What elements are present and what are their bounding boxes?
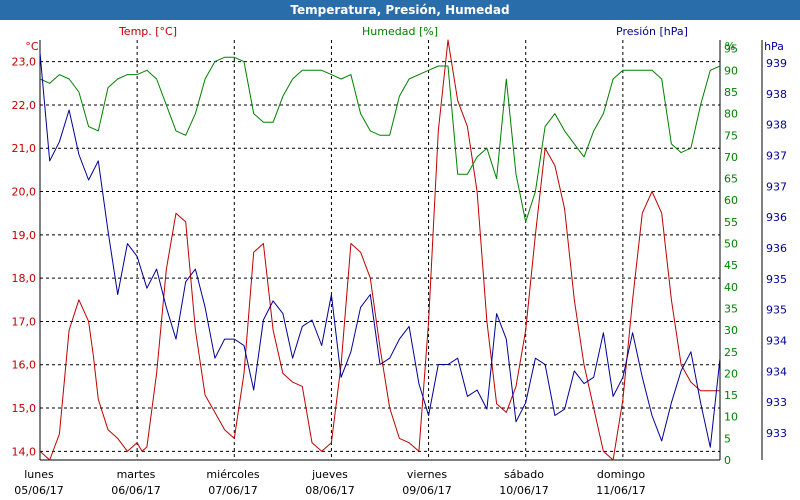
x-tick-day: sábado	[504, 468, 544, 481]
pressure-tick-label: 937	[766, 150, 787, 163]
pressure-tick-label: 935	[766, 273, 787, 286]
x-tick-day: martes	[117, 468, 156, 481]
pressure-unit-label: hPa	[764, 40, 784, 53]
pressure-tick-label: 938	[766, 119, 787, 132]
x-tick-day: jueves	[311, 468, 348, 481]
pressure-tick-label: 938	[766, 88, 787, 101]
x-tick-date: 06/06/17	[111, 484, 160, 497]
humidity-tick-label: 45	[724, 259, 738, 272]
humidity-tick-label: 85	[724, 86, 738, 99]
series-line-hum	[39, 56, 721, 223]
humidity-tick-label: 35	[724, 302, 738, 315]
pressure-tick-label: 934	[766, 365, 787, 378]
x-tick-date: 09/06/17	[402, 484, 451, 497]
pressure-axis-title: Presión [hPa]	[616, 25, 688, 38]
x-tick-day: domingo	[597, 468, 645, 481]
temp-tick-label: 14,0	[12, 445, 37, 458]
x-tick-date: 05/06/17	[14, 484, 63, 497]
humidity-tick-label: 20	[724, 367, 738, 380]
temp-tick-label: 21,0	[12, 142, 37, 155]
temp-tick-label: 23,0	[12, 56, 37, 69]
humidity-tick-label: 15	[724, 389, 738, 402]
humidity-tick-label: 60	[724, 194, 738, 207]
temp-tick-label: 18,0	[12, 272, 37, 285]
pressure-tick-label: 933	[766, 396, 787, 409]
temp-axis-title: Temp. [°C]	[118, 25, 177, 38]
pressure-tick-label: 936	[766, 211, 787, 224]
humidity-tick-label: 90	[724, 64, 738, 77]
humidity-tick-label: 95	[724, 43, 738, 56]
pressure-tick-label: 933	[766, 427, 787, 440]
x-tick-date: 08/06/17	[305, 484, 354, 497]
humidity-tick-label: 10	[724, 411, 738, 424]
temp-tick-label: 19,0	[12, 229, 37, 242]
pressure-tick-label: 934	[766, 335, 787, 348]
humidity-tick-label: 25	[724, 346, 738, 359]
temp-unit-label: °C	[25, 40, 39, 53]
series-line-temp	[39, 39, 720, 461]
x-tick-date: 07/06/17	[208, 484, 257, 497]
temp-tick-label: 15,0	[12, 402, 37, 415]
x-tick-date: 10/06/17	[499, 484, 548, 497]
humidity-tick-label: 80	[724, 108, 738, 121]
series-line-pres	[39, 52, 721, 448]
humidity-unit-label: %	[725, 40, 735, 53]
pressure-tick-label: 936	[766, 242, 787, 255]
temp-tick-label: 20,0	[12, 186, 37, 199]
pressure-tick-label: 935	[766, 304, 787, 317]
temp-tick-label: 22,0	[12, 99, 37, 112]
humidity-tick-label: 70	[724, 151, 738, 164]
humidity-tick-label: 30	[724, 324, 738, 337]
x-tick-date: 11/06/17	[596, 484, 645, 497]
humidity-tick-label: 40	[724, 281, 738, 294]
temp-tick-label: 16,0	[12, 359, 37, 372]
x-tick-day: miércoles	[206, 468, 259, 481]
humidity-tick-label: 65	[724, 173, 738, 186]
humidity-tick-label: 0	[724, 454, 731, 467]
humidity-tick-label: 75	[724, 129, 738, 142]
temp-tick-label: 17,0	[12, 315, 37, 328]
pressure-tick-label: 939	[766, 57, 787, 70]
chart-title: Temperatura, Presión, Humedad	[0, 0, 800, 20]
humidity-axis-title: Humedad [%]	[362, 25, 438, 38]
humidity-tick-label: 5	[724, 432, 731, 445]
humidity-tick-label: 50	[724, 238, 738, 251]
x-tick-day: viernes	[407, 468, 447, 481]
humidity-tick-label: 55	[724, 216, 738, 229]
x-tick-day: lunes	[24, 468, 54, 481]
pressure-tick-label: 937	[766, 180, 787, 193]
